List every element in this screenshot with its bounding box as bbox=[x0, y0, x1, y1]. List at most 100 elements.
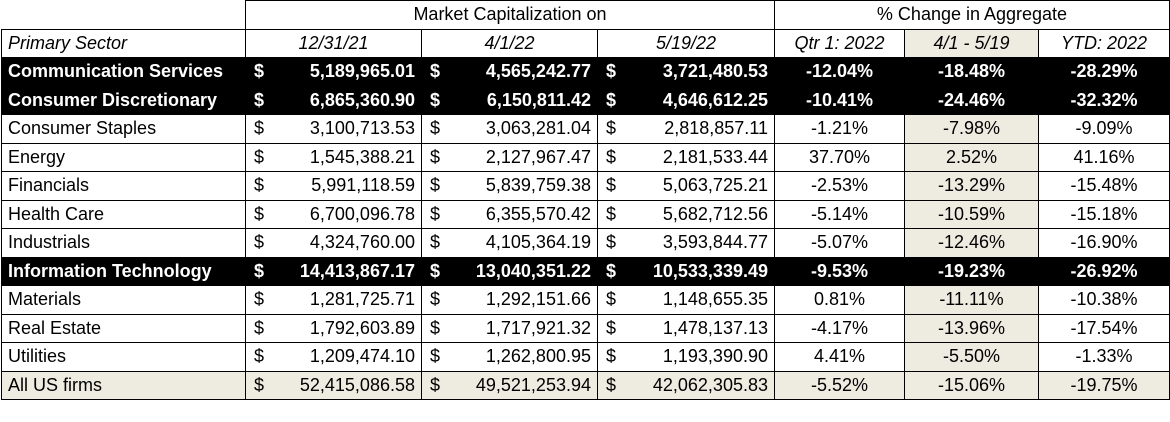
market-cap-cell: $6,865,360.90 bbox=[245, 85, 422, 115]
table-row: Industrials $4,324,760.00 $4,105,364.19 $3,… bbox=[1, 228, 1170, 258]
market-cap-cell: $4,105,364.19 bbox=[421, 228, 598, 258]
q1-change-cell: 37.70% bbox=[774, 142, 905, 172]
market-cap-cell: $4,565,242.77 bbox=[421, 57, 598, 87]
market-cap-cell: $6,150,811.42 bbox=[421, 85, 598, 115]
market-cap-value: 1,193,390.90 bbox=[662, 346, 768, 367]
market-cap-cell: $5,991,118.59 bbox=[245, 171, 422, 201]
market-cap-cell: $10,533,339.49 bbox=[597, 256, 775, 286]
q1-change-cell: 0.81% bbox=[774, 285, 905, 315]
currency-symbol: $ bbox=[430, 260, 441, 281]
ytd-change-cell: -15.48% bbox=[1038, 171, 1170, 201]
period-change-cell: 2.52% bbox=[904, 142, 1039, 172]
market-cap-value: 14,413,867.17 bbox=[299, 260, 415, 281]
currency-symbol: $ bbox=[254, 232, 265, 253]
market-cap-value: 5,839,759.38 bbox=[485, 175, 591, 196]
market-cap-value: 6,150,811.42 bbox=[486, 89, 591, 110]
market-cap-value: 1,262,800.95 bbox=[485, 346, 591, 367]
market-cap-value: 4,565,242.77 bbox=[485, 61, 591, 82]
market-cap-value: 4,646,612.25 bbox=[662, 89, 768, 110]
q1-change-cell: -12.04% bbox=[774, 57, 905, 87]
period-column-header: 4/1 - 5/19 bbox=[904, 28, 1039, 58]
market-cap-value: 3,721,480.53 bbox=[662, 61, 768, 82]
currency-symbol: $ bbox=[430, 289, 441, 310]
market-cap-cell: $6,355,570.42 bbox=[421, 199, 598, 229]
currency-symbol: $ bbox=[606, 260, 617, 281]
market-cap-cell: $1,148,655.35 bbox=[597, 285, 775, 315]
market-cap-value: 1,792,603.89 bbox=[309, 317, 415, 338]
currency-symbol: $ bbox=[606, 146, 617, 167]
column-header-row: Primary Sector 12/31/21 4/1/22 5/19/22 Q… bbox=[1, 28, 1170, 58]
market-cap-value: 4,105,364.19 bbox=[485, 232, 591, 253]
currency-symbol: $ bbox=[606, 317, 617, 338]
market-cap-value: 1,281,725.71 bbox=[309, 289, 415, 310]
currency-symbol: $ bbox=[430, 232, 441, 253]
sector-cell: Communication Services bbox=[1, 57, 246, 87]
currency-symbol: $ bbox=[430, 203, 441, 224]
q1-change-cell: -5.07% bbox=[774, 228, 905, 258]
market-cap-cell: $5,839,759.38 bbox=[421, 171, 598, 201]
currency-symbol: $ bbox=[430, 175, 441, 196]
market-cap-cell: $3,100,713.53 bbox=[245, 114, 422, 144]
q1-change-cell: -5.52% bbox=[774, 370, 905, 400]
market-cap-value: 1,545,388.21 bbox=[309, 146, 415, 167]
ytd-change-cell: -19.75% bbox=[1038, 370, 1170, 400]
currency-symbol: $ bbox=[254, 317, 265, 338]
market-cap-group-header: Market Capitalization on bbox=[245, 0, 775, 30]
currency-symbol: $ bbox=[606, 374, 617, 395]
market-cap-cell: $5,189,965.01 bbox=[245, 57, 422, 87]
market-cap-value: 5,189,965.01 bbox=[309, 61, 415, 82]
q1-change-cell: -5.14% bbox=[774, 199, 905, 229]
market-cap-value: 49,521,253.94 bbox=[475, 374, 591, 395]
ytd-change-cell: -32.32% bbox=[1038, 85, 1170, 115]
ytd-change-cell: -10.38% bbox=[1038, 285, 1170, 315]
currency-symbol: $ bbox=[606, 289, 617, 310]
market-cap-value: 3,593,844.77 bbox=[662, 232, 768, 253]
market-cap-cell: $1,209,474.10 bbox=[245, 342, 422, 372]
currency-symbol: $ bbox=[254, 61, 265, 82]
market-cap-cell: $13,040,351.22 bbox=[421, 256, 598, 286]
period-change-cell: -11.11% bbox=[904, 285, 1039, 315]
market-cap-cell: $1,717,921.32 bbox=[421, 313, 598, 343]
market-cap-cell: $2,127,967.47 bbox=[421, 142, 598, 172]
date2-column-header: 4/1/22 bbox=[421, 28, 598, 58]
sector-cell: Industrials bbox=[1, 228, 246, 258]
period-change-cell: -15.06% bbox=[904, 370, 1039, 400]
currency-symbol: $ bbox=[430, 61, 441, 82]
table-row: Health Care $6,700,096.78 $6,355,570.42 $5,… bbox=[1, 199, 1170, 229]
currency-symbol: $ bbox=[430, 118, 441, 139]
table-row: Materials $1,281,725.71 $1,292,151.66 $1,14… bbox=[1, 285, 1170, 315]
market-cap-value: 13,040,351.22 bbox=[475, 260, 591, 281]
ytd-change-cell: 41.16% bbox=[1038, 142, 1170, 172]
table-row: Information Technology $14,413,867.17 $13,… bbox=[1, 256, 1170, 286]
market-cap-value: 5,063,725.21 bbox=[662, 175, 768, 196]
market-cap-cell: $3,063,281.04 bbox=[421, 114, 598, 144]
market-cap-value: 2,127,967.47 bbox=[485, 146, 591, 167]
currency-symbol: $ bbox=[254, 175, 265, 196]
market-cap-cell: $3,721,480.53 bbox=[597, 57, 775, 87]
market-cap-value: 1,209,474.10 bbox=[309, 346, 415, 367]
period-change-cell: -19.23% bbox=[904, 256, 1039, 286]
market-cap-cell: $4,646,612.25 bbox=[597, 85, 775, 115]
market-cap-cell: $1,292,151.66 bbox=[421, 285, 598, 315]
market-cap-value: 4,324,760.00 bbox=[309, 232, 415, 253]
market-cap-value: 1,292,151.66 bbox=[485, 289, 591, 310]
market-cap-cell: $42,062,305.83 bbox=[597, 370, 775, 400]
currency-symbol: $ bbox=[606, 118, 617, 139]
table-row: Communication Services $5,189,965.01 $4,56… bbox=[1, 57, 1170, 87]
q1-change-cell: -1.21% bbox=[774, 114, 905, 144]
currency-symbol: $ bbox=[606, 61, 617, 82]
sector-cell: Utilities bbox=[1, 342, 246, 372]
sector-cell: All US firms bbox=[1, 370, 246, 400]
market-cap-value: 5,991,118.59 bbox=[311, 175, 415, 196]
market-cap-cell: $2,181,533.44 bbox=[597, 142, 775, 172]
q1-change-cell: -9.53% bbox=[774, 256, 905, 286]
market-cap-value: 1,148,655.35 bbox=[662, 289, 768, 310]
period-change-cell: -13.96% bbox=[904, 313, 1039, 343]
ytd-column-header: YTD: 2022 bbox=[1038, 28, 1170, 58]
ytd-change-cell: -1.33% bbox=[1038, 342, 1170, 372]
currency-symbol: $ bbox=[430, 317, 441, 338]
market-cap-cell: $52,415,086.58 bbox=[245, 370, 422, 400]
currency-symbol: $ bbox=[606, 175, 617, 196]
table-row: Consumer Discretionary $6,865,360.90 $6,15… bbox=[1, 85, 1170, 115]
period-change-cell: -18.48% bbox=[904, 57, 1039, 87]
